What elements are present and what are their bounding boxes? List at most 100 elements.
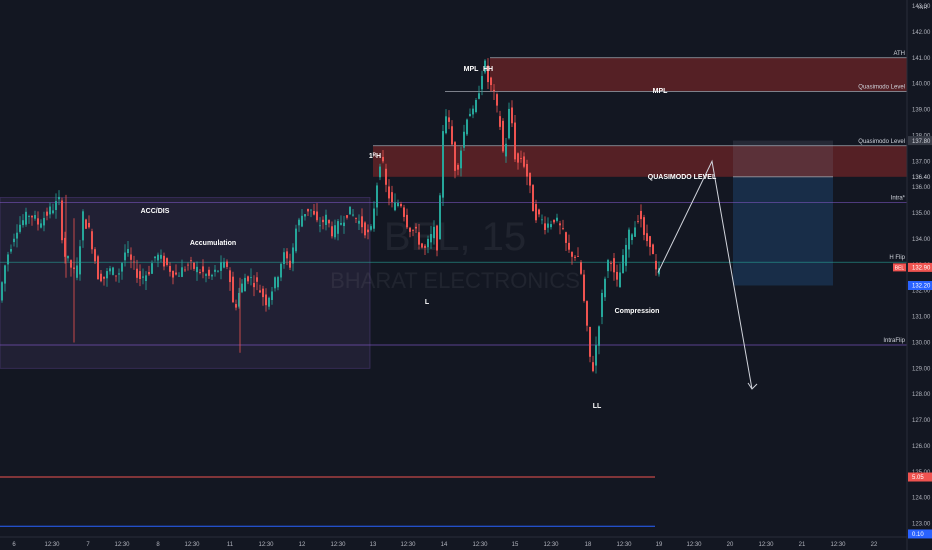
- level-label: Intra*: [891, 196, 906, 202]
- y-tick-label: 129.00: [912, 366, 931, 372]
- candle-body: [10, 249, 12, 252]
- candle-body: [568, 242, 570, 250]
- candle-body: [385, 168, 387, 185]
- candle-body: [121, 263, 123, 272]
- candle-body: [517, 153, 519, 163]
- candle-body: [415, 226, 417, 229]
- position-target-area[interactable]: [733, 176, 833, 286]
- candle-body: [292, 247, 294, 264]
- candle-body: [187, 264, 189, 266]
- candle-body: [28, 216, 30, 217]
- level-label: IntraFlip: [883, 338, 905, 344]
- annotation-accumulation[interactable]: Accumulation: [190, 240, 236, 247]
- candle-body: [154, 256, 156, 259]
- annotation-ll[interactable]: LL: [593, 403, 602, 410]
- candle-body: [322, 219, 324, 223]
- candle-body: [109, 268, 111, 272]
- candle-body: [595, 345, 597, 366]
- candle-body: [70, 260, 72, 268]
- candle-body: [37, 218, 39, 225]
- annotation-hh[interactable]: HH: [483, 66, 493, 73]
- x-tick-label: 12:30: [114, 542, 130, 548]
- candle-body: [652, 244, 654, 255]
- position-stop-area[interactable]: [733, 140, 833, 177]
- annotation-1-h[interactable]: 1ᴿH: [369, 153, 381, 160]
- annotation-mpl[interactable]: MPL: [653, 88, 669, 95]
- candle-body: [175, 272, 177, 275]
- watermark-name: BHARAT ELECTRONICS: [330, 268, 580, 293]
- candle-body: [325, 214, 327, 225]
- candle-body: [430, 234, 432, 243]
- candle-body: [157, 254, 159, 261]
- x-tick-label: 13: [370, 542, 377, 548]
- candle-body: [478, 93, 480, 99]
- annotation-l[interactable]: L: [425, 299, 430, 306]
- annotation-mpl[interactable]: MPL: [464, 66, 480, 73]
- candle-body: [427, 238, 429, 248]
- y-tick-label: 123.00: [912, 522, 931, 528]
- x-tick-label: 12:30: [830, 542, 846, 548]
- candle-body: [613, 258, 615, 273]
- y-tick-label: 134.00: [912, 237, 931, 243]
- candle-body: [151, 263, 153, 274]
- candle-body: [631, 234, 633, 241]
- candle-body: [640, 210, 642, 220]
- annotation-quasimodo-level[interactable]: QUASIMODO LEVEL: [648, 174, 717, 181]
- candle-body: [244, 277, 246, 292]
- x-tick-label: 11: [227, 542, 234, 548]
- candle-body: [487, 65, 489, 83]
- candle-body: [490, 77, 492, 86]
- candle-body: [229, 270, 231, 283]
- candle-body: [376, 185, 378, 208]
- level-label: ATH: [893, 51, 905, 57]
- candle-body: [4, 265, 6, 284]
- candle-body: [526, 163, 528, 177]
- candle-body: [535, 204, 537, 221]
- candle-body: [259, 290, 261, 293]
- candle-body: [580, 262, 582, 274]
- candle-body: [232, 276, 234, 303]
- candle-body: [247, 276, 249, 282]
- candle-body: [316, 211, 318, 221]
- candle-body: [13, 238, 15, 243]
- candle-body: [49, 206, 51, 215]
- y-tick-label: 135.00: [912, 211, 931, 217]
- candle-body: [265, 294, 267, 306]
- candle-body: [634, 227, 636, 237]
- candle-body: [502, 120, 504, 152]
- accumulation-zone[interactable]: [0, 197, 371, 369]
- candle-body: [424, 245, 426, 248]
- projection-path[interactable]: [657, 159, 753, 390]
- candle-body: [373, 208, 375, 229]
- y-tick-label: 142.00: [912, 30, 931, 36]
- annotation-acc-dis[interactable]: ACC/DIS: [141, 208, 170, 215]
- price-label-box: [908, 472, 932, 482]
- candle-body: [256, 277, 258, 282]
- candle-body: [481, 76, 483, 90]
- symbol-tag-box: [893, 263, 906, 272]
- x-tick-label: 12:30: [184, 542, 200, 548]
- candle-body: [454, 142, 456, 171]
- candle-body: [106, 271, 108, 279]
- mpl-zone[interactable]: [490, 57, 907, 92]
- candle-body: [451, 126, 453, 145]
- candle-body: [40, 223, 42, 228]
- candle-body: [358, 220, 360, 224]
- candle-body: [145, 275, 147, 282]
- candle-body: [94, 249, 96, 262]
- annotation-compression[interactable]: Compression: [615, 308, 660, 315]
- candle-body: [625, 244, 627, 266]
- candle-body: [577, 256, 579, 257]
- candle-body: [550, 224, 552, 228]
- candle-body: [235, 304, 237, 308]
- price-label-text: 132.90: [912, 266, 931, 272]
- candle-body: [559, 223, 561, 226]
- candle-body: [25, 211, 27, 225]
- candle-body: [355, 218, 357, 219]
- time-axis[interactable]: 6 12:30 7 12:30 8 12:30 11 12:30 12 12:30 13 12:30 1…: [12, 542, 878, 548]
- candle-body: [436, 225, 438, 251]
- candle-body: [250, 277, 252, 278]
- y-tick-label: 139.00: [912, 108, 931, 114]
- x-tick-label: 12:30: [472, 542, 488, 548]
